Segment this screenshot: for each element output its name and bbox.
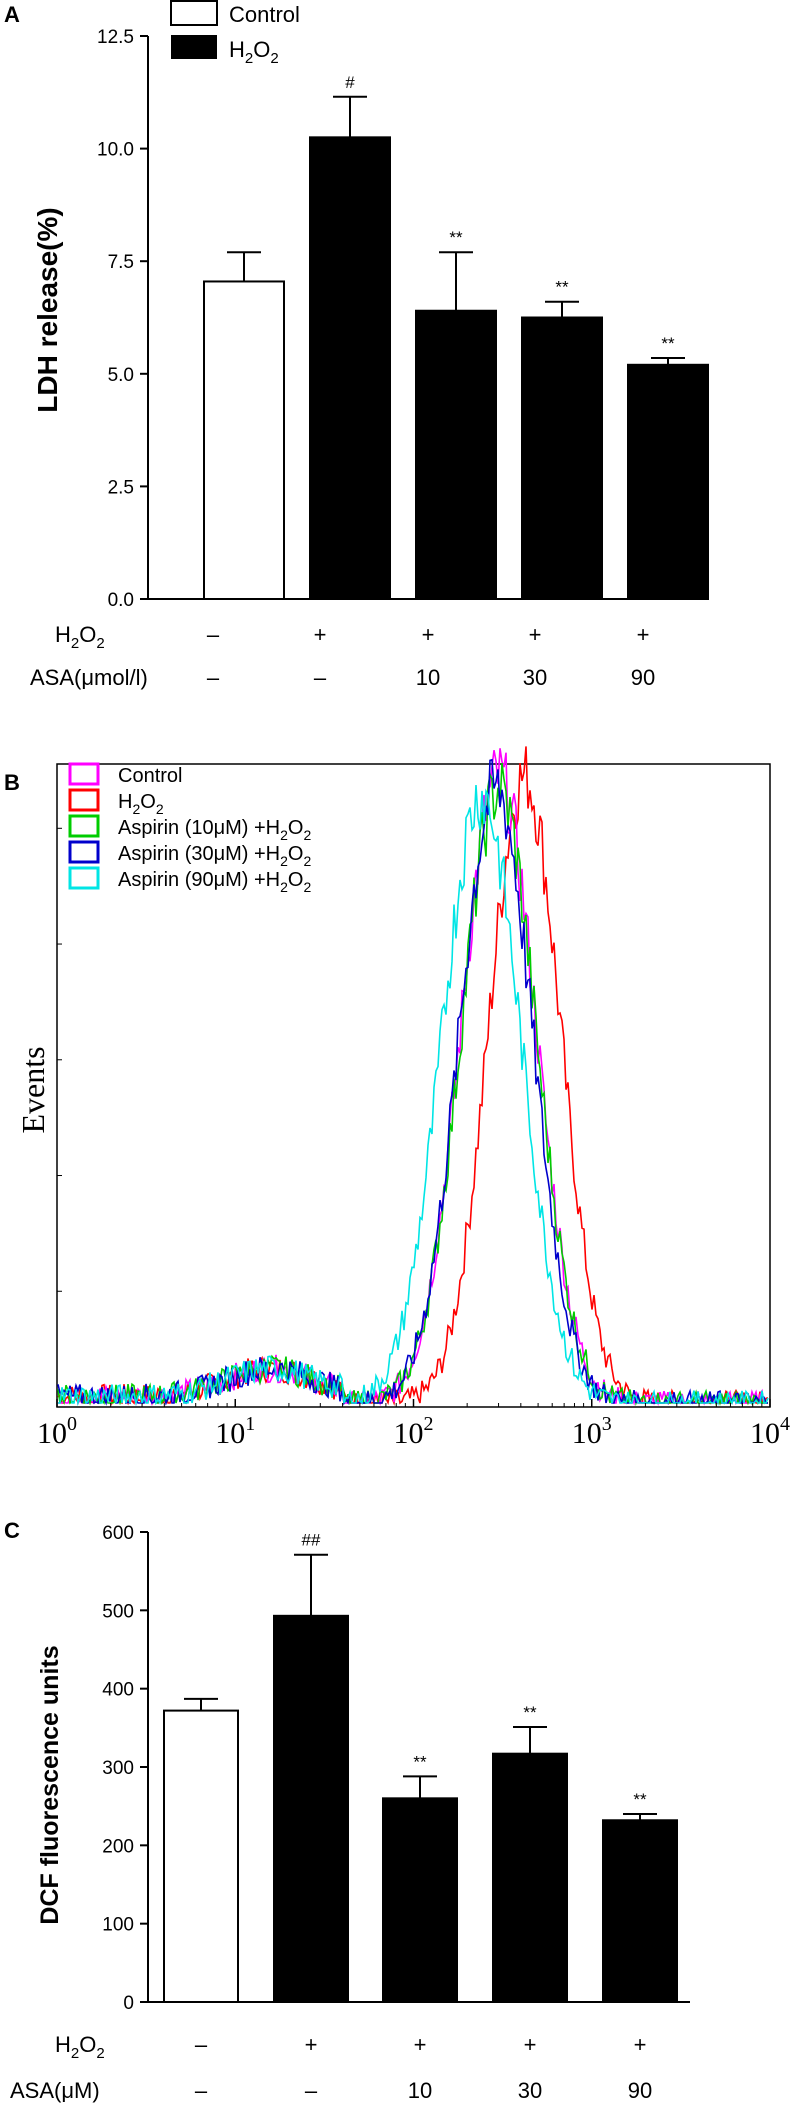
panel-b-x-tick-label: 101: [215, 1413, 255, 1450]
panel-a-label: A: [4, 2, 20, 27]
panel-a-significance-mark: **: [555, 278, 569, 297]
panel-a-condition-value: +: [529, 622, 542, 647]
panel-a-condition-value: –: [207, 622, 220, 647]
legend-label-control: Control: [229, 2, 300, 27]
panel-c-significance-mark: **: [523, 1703, 537, 1722]
panel-b-x-tick-label: 104: [750, 1413, 790, 1450]
panel-a-bar: [415, 309, 497, 600]
panel-c: C DCF fluorescence units 0 100 200 300 400 50…: [4, 1518, 690, 2103]
panel-a-bar: [203, 280, 285, 600]
panel-c-condition-value: +: [414, 2032, 427, 2057]
panel-c-significance-mark: **: [633, 1790, 647, 1809]
panel-a-y-axis-label: LDH release(%): [32, 207, 63, 412]
legend-label-aspirin-10: Aspirin (10μM) +H2O2: [118, 817, 311, 843]
legend-swatch-aspirin-90: [68, 866, 100, 890]
panel-c-y-axis-label: DCF fluorescence units: [36, 1645, 64, 1924]
panel-a-y-tick-label: 2.5: [108, 477, 134, 498]
panel-b-x-tick-label: 100: [37, 1413, 77, 1450]
panel-a-cond-asa-label: ASA(μmol/l): [30, 665, 148, 690]
panel-a-condition-value: –: [314, 665, 327, 690]
panel-a-bar: [521, 316, 603, 600]
panel-a-y-tick-label: 5.0: [108, 365, 134, 386]
legend-label-aspirin-90: Aspirin (90μM) +H2O2: [118, 869, 311, 895]
panel-a-condition-value: 90: [631, 665, 655, 690]
panel-a-bar: [627, 363, 709, 600]
legend-label-h2o2-b: H2O2: [118, 791, 164, 817]
panel-c-y-tick-label: 500: [102, 1601, 134, 1622]
panel-c-condition-value: 90: [628, 2078, 652, 2103]
panel-a-y-tick-label: 0.0: [108, 590, 134, 611]
panel-a-condition-value: +: [422, 622, 435, 647]
panel-a-y-tick-label: 12.5: [97, 27, 134, 48]
panel-c-y-tick-label: 200: [102, 1836, 134, 1857]
panel-c-y-tick-label: 0: [123, 1993, 134, 2014]
panel-b-x-tick-label: 103: [572, 1413, 612, 1450]
panel-a-condition-value: 10: [416, 665, 440, 690]
panel-a-condition-value: +: [314, 622, 327, 647]
panel-a-condition-value: 30: [523, 665, 547, 690]
panel-a-y-tick-label: 10.0: [97, 140, 134, 161]
legend-label-h2o2: H2O2: [229, 37, 279, 67]
panel-a-significance-mark: #: [345, 73, 355, 92]
panel-c-bar: [382, 1797, 458, 2004]
panel-c-condition-value: 10: [408, 2078, 432, 2103]
legend-swatch-aspirin-10: [68, 814, 100, 838]
panel-c-bar: [163, 1709, 239, 2003]
panel-c-bar: [273, 1614, 349, 2003]
panel-c-cond-h2o2-label: H2O2: [55, 2032, 105, 2062]
panel-c-y-tick-label: 300: [102, 1758, 134, 1779]
panel-c-bar: [602, 1819, 678, 2004]
panel-c-condition-value: –: [195, 2078, 208, 2103]
panel-c-cond-asa-label: ASA(μM): [10, 2078, 100, 2103]
panel-b-y-axis-label: Events: [15, 1046, 51, 1133]
panel-c-condition-value: +: [524, 2032, 537, 2057]
panel-a-condition-value: –: [207, 665, 220, 690]
panel-c-condition-value: +: [634, 2032, 647, 2057]
panel-b-label: B: [4, 770, 20, 795]
panel-a-significance-mark: **: [449, 228, 463, 247]
panel-a-condition-value: +: [637, 622, 650, 647]
legend-swatch-h2o2-b: [68, 788, 100, 812]
panel-c-label: C: [4, 1518, 20, 1543]
legend-label-control-b: Control: [118, 765, 182, 787]
panel-c-bar: [492, 1752, 568, 2004]
panel-c-condition-value: –: [305, 2078, 318, 2103]
histogram-curve: [57, 758, 768, 1406]
panel-c-y-tick-label: 400: [102, 1680, 134, 1701]
panel-a-y-tick-label: 7.5: [108, 252, 134, 273]
panel-c-condition-value: 30: [518, 2078, 542, 2103]
legend-swatch-control-b: [68, 762, 100, 786]
panel-a-bar: [309, 136, 391, 600]
panel-c-significance-mark: **: [413, 1752, 427, 1771]
panel-c-y-tick-label: 100: [102, 1915, 134, 1936]
panel-c-condition-value: –: [195, 2032, 208, 2057]
legend-label-aspirin-30: Aspirin (30μM) +H2O2: [118, 843, 311, 869]
legend-swatch-control: [170, 0, 218, 26]
legend-swatch-h2o2: [171, 35, 217, 59]
histogram-curve: [58, 784, 769, 1407]
panel-a-cond-h2o2-label: H2O2: [55, 622, 105, 652]
panel-a-significance-mark: **: [661, 334, 675, 353]
panel-a: A LDH release(%) 0.0 2.5 5.0 7.5 10.0 12.5 # *…: [4, 0, 709, 690]
panel-c-y-tick-label: 600: [102, 1523, 134, 1544]
panel-b: B Events 100 101 102 103 104 Control H2O2 As…: [4, 746, 790, 1450]
panel-c-condition-value: +: [305, 2032, 318, 2057]
panel-b-x-tick-label: 102: [394, 1413, 434, 1450]
panel-c-significance-mark: ##: [302, 1531, 321, 1550]
legend-swatch-aspirin-30: [68, 840, 100, 864]
